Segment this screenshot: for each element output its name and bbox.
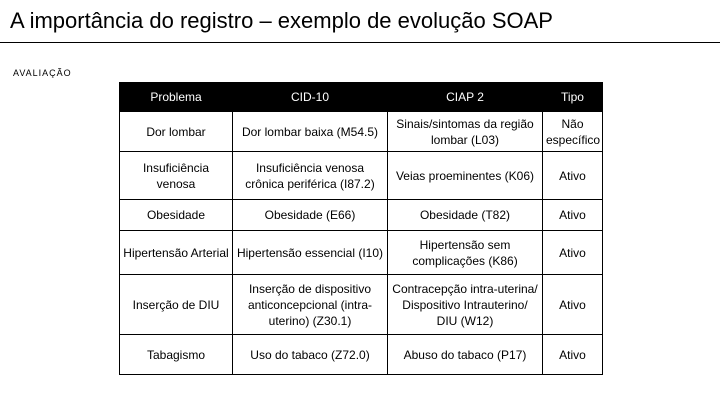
cell-ciap2: Abuso do tabaco (P17): [387, 334, 543, 375]
header-ciap2: CIAP 2: [387, 82, 543, 112]
cell-problema: Inserção de DIU: [119, 274, 233, 335]
cell-problema: Insuficiência venosa: [119, 151, 233, 200]
cell-cid10: Insuficiência venosa crônica periférica …: [232, 151, 388, 200]
header-tipo: Tipo: [542, 82, 603, 112]
cell-ciap2: Veias proeminentes (K06): [387, 151, 543, 200]
cell-cid10: Obesidade (E66): [232, 199, 388, 231]
cell-tipo: Ativo: [542, 334, 603, 375]
cell-tipo: Não específico: [542, 111, 603, 152]
table-row: Inserção de DIU Inserção de dispositivo …: [119, 274, 603, 335]
cell-tipo: Ativo: [542, 199, 603, 231]
cell-ciap2: Obesidade (T82): [387, 199, 543, 231]
cell-tipo: Ativo: [542, 274, 603, 335]
title-divider: [0, 42, 720, 43]
cell-cid10: Inserção de dispositivo anticoncepcional…: [232, 274, 388, 335]
slide-title: A importância do registro – exemplo de e…: [10, 8, 553, 33]
cell-problema: Dor lombar: [119, 111, 233, 152]
cell-tipo: Ativo: [542, 230, 603, 275]
table-row: Obesidade Obesidade (E66) Obesidade (T82…: [119, 199, 603, 231]
table-row: Hipertensão Arterial Hipertensão essenci…: [119, 230, 603, 275]
cell-cid10: Dor lombar baixa (M54.5): [232, 111, 388, 152]
table-row: Tabagismo Uso do tabaco (Z72.0) Abuso do…: [119, 334, 603, 375]
cell-cid10: Uso do tabaco (Z72.0): [232, 334, 388, 375]
soap-assessment-table: Problema CID-10 CIAP 2 Tipo Dor lombar D…: [119, 82, 603, 375]
cell-tipo: Ativo: [542, 151, 603, 200]
table-header-row: Problema CID-10 CIAP 2 Tipo: [119, 82, 603, 112]
cell-problema: Tabagismo: [119, 334, 233, 375]
cell-ciap2: Contracepção intra-uterina/ Dispositivo …: [387, 274, 543, 335]
cell-problema: Obesidade: [119, 199, 233, 231]
table-row: Dor lombar Dor lombar baixa (M54.5) Sina…: [119, 111, 603, 152]
cell-cid10: Hipertensão essencial (I10): [232, 230, 388, 275]
header-problema: Problema: [119, 82, 233, 112]
cell-ciap2: Hipertensão sem complicações (K86): [387, 230, 543, 275]
section-label: AVALIAÇÃO: [13, 68, 72, 78]
header-cid10: CID-10: [232, 82, 388, 112]
table-row: Insuficiência venosa Insuficiência venos…: [119, 151, 603, 200]
cell-problema: Hipertensão Arterial: [119, 230, 233, 275]
cell-ciap2: Sinais/sintomas da região lombar (L03): [387, 111, 543, 152]
